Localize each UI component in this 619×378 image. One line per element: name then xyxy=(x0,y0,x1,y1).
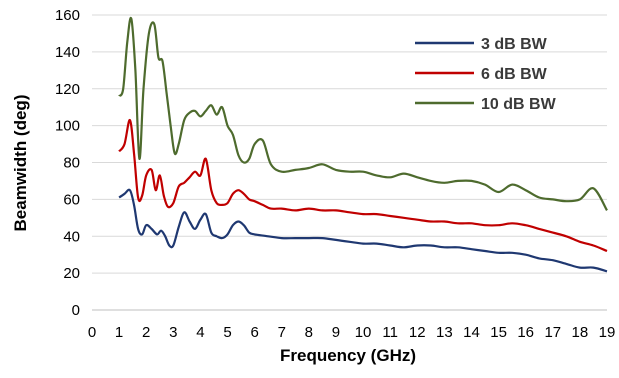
series-line-2 xyxy=(118,16,608,211)
y-tick-label-20: 20 xyxy=(63,265,80,282)
x-tick-label-11: 11 xyxy=(382,324,398,341)
x-tick-labels: 0 1 2 3 4 5 6 7 8 9 10 11 12 13 14 15 16 17 18 19 xyxy=(88,324,616,341)
y-tick-label-160: 160 xyxy=(55,7,80,24)
y-tick-label-100: 100 xyxy=(55,118,80,135)
x-tick-label-1: 1 xyxy=(115,324,123,341)
series-line-0 xyxy=(118,188,608,273)
x-tick-label-13: 13 xyxy=(436,324,453,341)
x-tick-label-6: 6 xyxy=(250,324,258,341)
y-tick-label-140: 140 xyxy=(55,44,80,61)
x-tick-label-5: 5 xyxy=(223,324,231,341)
legend-label-2: 10 dB BW xyxy=(481,96,557,113)
y-tick-label-0: 0 xyxy=(72,302,80,319)
y-tick-label-60: 60 xyxy=(63,191,80,208)
x-tick-label-0: 0 xyxy=(88,324,96,341)
y-tick-label-40: 40 xyxy=(63,228,80,245)
y-tick-label-80: 80 xyxy=(63,155,80,172)
x-tick-label-8: 8 xyxy=(305,324,313,341)
y-tick-labels: 0 20 40 60 80 100 120 140 160 xyxy=(55,7,80,319)
x-tick-label-19: 19 xyxy=(599,324,616,341)
x-tick-label-14: 14 xyxy=(463,324,480,341)
x-tick-label-17: 17 xyxy=(544,324,561,341)
gridlines xyxy=(92,14,607,274)
x-tick-label-9: 9 xyxy=(332,324,340,341)
x-tick-label-12: 12 xyxy=(409,324,426,341)
data-series xyxy=(118,16,608,273)
x-tick-label-4: 4 xyxy=(196,324,204,341)
legend: 3 dB BW 6 dB BW 10 dB BW xyxy=(415,36,557,113)
x-tick-label-7: 7 xyxy=(278,324,286,341)
legend-label-0: 3 dB BW xyxy=(481,36,548,53)
x-tick-label-3: 3 xyxy=(169,324,177,341)
x-tick-label-10: 10 xyxy=(355,324,372,341)
legend-label-1: 6 dB BW xyxy=(481,66,548,83)
x-tick-label-16: 16 xyxy=(517,324,534,341)
x-tick-label-18: 18 xyxy=(572,324,589,341)
x-tick-label-2: 2 xyxy=(142,324,150,341)
y-tick-label-120: 120 xyxy=(55,81,80,98)
x-tick-label-15: 15 xyxy=(490,324,507,341)
x-axis-title: Frequency (GHz) xyxy=(280,346,416,365)
y-axis-title: Beamwidth (deg) xyxy=(11,95,30,232)
series-line-1 xyxy=(118,118,608,253)
